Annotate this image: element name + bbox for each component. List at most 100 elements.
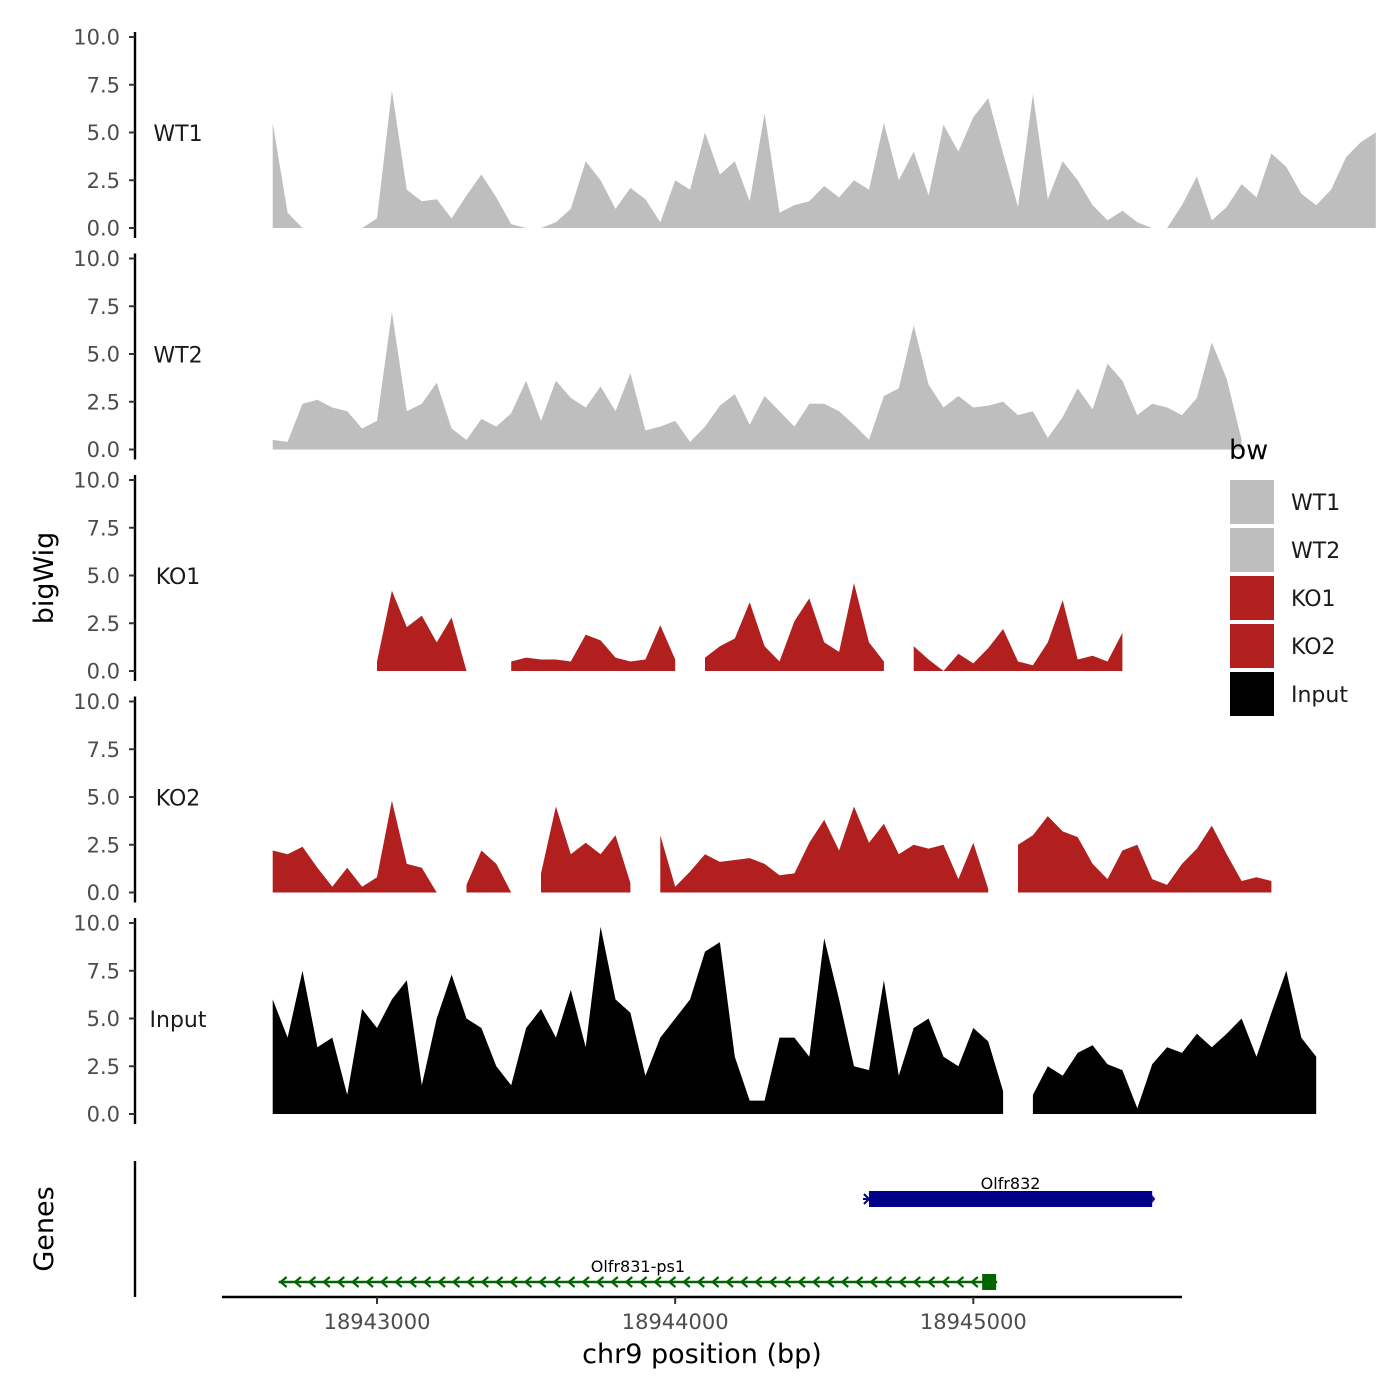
strand-arrow [638, 1276, 648, 1288]
y-tick-label: 10.0 [73, 690, 120, 714]
x-tick-label: 18943000 [324, 1310, 431, 1334]
y-tick-label: 2.5 [87, 612, 120, 636]
legend-items: WT1 WT2 KO1 KO2 Input [1230, 480, 1348, 716]
genes-panel: Genes Olfr832 Olfr831-ps1 [29, 1161, 1156, 1297]
coverage-area [660, 806, 989, 893]
strand-arrow [912, 1276, 921, 1288]
strand-arrow [840, 1276, 849, 1288]
strand-arrow [307, 1276, 317, 1288]
y-tick-label: 0.0 [87, 438, 120, 462]
y-tick-label: 0.0 [87, 881, 120, 905]
y-axis-title: bigWig [29, 532, 60, 625]
strand-arrow [523, 1276, 533, 1288]
strand-arrow [1152, 1195, 1156, 1203]
strand-arrow [926, 1276, 936, 1288]
coverage-area [272, 90, 1376, 228]
y-tick-label: 5.0 [87, 121, 120, 145]
track-label: KO2 [156, 787, 201, 812]
y-tick-label: 7.5 [87, 516, 120, 540]
strand-arrow [898, 1276, 907, 1288]
y-tick-label: 10.0 [73, 912, 120, 936]
legend-key-input [1230, 672, 1274, 716]
y-tick-label: 2.5 [87, 169, 120, 193]
strand-arrow [451, 1276, 461, 1288]
y-tick-label: 7.5 [87, 959, 120, 983]
legend-label-ko2: KO2 [1291, 635, 1336, 660]
strand-arrow [653, 1276, 662, 1288]
coverage-area [377, 590, 467, 671]
strand-arrow [379, 1276, 389, 1288]
y-tick-label: 2.5 [87, 1055, 120, 1079]
legend-label-wt1: WT1 [1291, 491, 1340, 516]
strand-arrow [566, 1276, 576, 1288]
coverage-area [541, 806, 631, 893]
coverage-area [913, 600, 1123, 671]
track-label: WT1 [153, 122, 202, 147]
strand-arrow [955, 1276, 965, 1288]
track-panel-wt2: 0.0 2.5 5.0 7.5 10.0 WT2 [73, 247, 1242, 462]
x-axis-title: chr9 position (bp) [582, 1339, 822, 1370]
coverage-tracks: 0.0 2.5 5.0 7.5 10.0 WT1 0.0 2.5 5.0 7.5 10.0 WT2 0.… [73, 26, 1376, 1127]
legend-label-ko1: KO1 [1291, 587, 1336, 612]
strand-arrow [624, 1276, 633, 1288]
y-tick-label: 10.0 [73, 26, 120, 50]
strand-arrow [739, 1276, 749, 1288]
genes-title: Genes [29, 1186, 60, 1271]
gene-exon [868, 1191, 1153, 1207]
y-tick-label: 5.0 [87, 564, 120, 588]
coverage-area [705, 583, 884, 671]
strand-arrow [854, 1276, 864, 1288]
strand-arrow [863, 1193, 871, 1205]
strand-arrow [422, 1276, 432, 1288]
strand-arrow [883, 1276, 893, 1288]
strand-arrow [725, 1276, 734, 1288]
legend-key-ko2 [1230, 624, 1274, 668]
gene-label: Olfr832 [981, 1174, 1041, 1193]
strand-arrow [466, 1276, 475, 1288]
strand-arrow [782, 1276, 792, 1288]
x-tick-label: 18944000 [622, 1310, 729, 1334]
strand-arrow [768, 1276, 777, 1288]
y-tick-label: 0.0 [87, 217, 120, 241]
track-panel-wt1: 0.0 2.5 5.0 7.5 10.0 WT1 [73, 26, 1376, 241]
y-tick-label: 10.0 [73, 247, 120, 271]
legend-key-wt2 [1230, 528, 1274, 572]
track-label: KO1 [156, 565, 201, 590]
gene-label: Olfr831-ps1 [591, 1257, 685, 1276]
legend: bw WT1 WT2 KO1 KO2 Input [1229, 435, 1348, 716]
strand-arrow [494, 1276, 504, 1288]
strand-arrow [710, 1276, 720, 1288]
y-tick-label: 0.0 [87, 660, 120, 684]
strand-arrow [754, 1276, 763, 1288]
coverage-area [272, 312, 1242, 450]
strand-arrow [552, 1276, 561, 1288]
coverage-area [1032, 970, 1317, 1114]
legend-title: bw [1229, 435, 1268, 466]
strand-arrow [336, 1276, 345, 1288]
coverage-area [466, 850, 512, 893]
strand-arrow [278, 1276, 288, 1288]
y-tick-label: 2.5 [87, 390, 120, 414]
y-tick-label: 10.0 [73, 469, 120, 493]
legend-key-wt1 [1230, 480, 1274, 524]
strand-arrow [408, 1276, 417, 1288]
gene-layer: Olfr832 Olfr831-ps1 [278, 1174, 1156, 1290]
strand-arrow [941, 1276, 950, 1288]
coverage-area [272, 800, 437, 893]
x-ticks: 18943000 18944000 18945000 [324, 1297, 1027, 1334]
track-label: Input [150, 1008, 207, 1033]
strand-arrow [509, 1276, 518, 1288]
strand-arrow [667, 1276, 677, 1288]
strand-arrow [394, 1276, 403, 1288]
track-label: WT2 [153, 344, 202, 369]
x-axis: 18943000 18944000 18945000 chr9 position (… [222, 1295, 1182, 1370]
y-tick-label: 0.0 [87, 1103, 120, 1127]
strand-arrow [826, 1276, 835, 1288]
strand-arrow [322, 1276, 331, 1288]
track-panel-ko2: 0.0 2.5 5.0 7.5 10.0 KO2 [73, 690, 1272, 905]
strand-arrow [797, 1276, 806, 1288]
legend-key-ko1 [1230, 576, 1274, 620]
strand-arrow [581, 1276, 590, 1288]
strand-arrow [610, 1276, 619, 1288]
